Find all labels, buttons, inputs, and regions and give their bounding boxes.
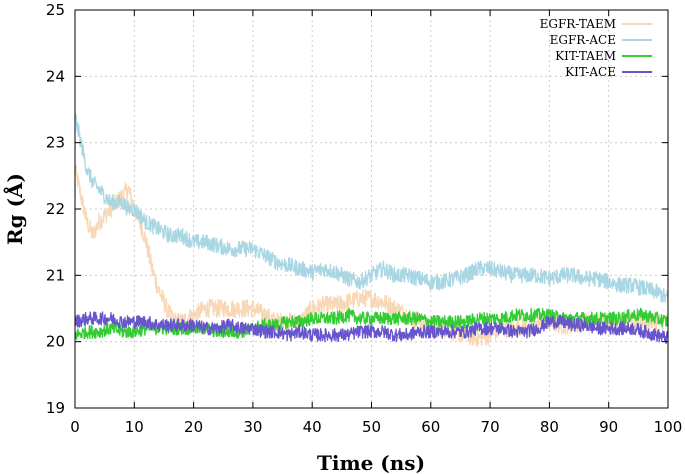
legend-label: EGFR-ACE bbox=[550, 33, 616, 47]
series-line-kit-ace bbox=[74, 311, 669, 344]
y-tick-label: 25 bbox=[46, 1, 65, 19]
grid bbox=[75, 10, 668, 408]
x-tick-label: 60 bbox=[421, 418, 440, 436]
x-tick-label: 90 bbox=[599, 418, 618, 436]
x-axis-title: Time (ns) bbox=[317, 451, 425, 474]
y-tick-label: 22 bbox=[46, 200, 65, 218]
ticks bbox=[74, 9, 669, 409]
y-tick-label: 19 bbox=[46, 399, 65, 417]
x-tick-label: 70 bbox=[481, 418, 500, 436]
x-tick-label: 0 bbox=[70, 418, 80, 436]
legend-label: KIT-TAEM bbox=[555, 49, 616, 63]
x-tick-label: 30 bbox=[243, 418, 262, 436]
y-tick-label: 21 bbox=[46, 266, 65, 284]
legend: EGFR-TAEM EGFR-ACE KIT-TAEM KIT-ACE bbox=[540, 17, 652, 79]
x-tick-label: 10 bbox=[125, 418, 144, 436]
legend-label: EGFR-TAEM bbox=[540, 17, 616, 31]
x-tick-label: 40 bbox=[303, 418, 322, 436]
x-tick-label: 20 bbox=[184, 418, 203, 436]
legend-label: KIT-ACE bbox=[565, 65, 616, 79]
series-line-egfr-ace bbox=[74, 112, 669, 303]
tick-labels: 0 10 20 30 40 50 60 70 80 90 100 19 20 21 22 23 24 25 bbox=[46, 1, 682, 436]
y-tick-label: 24 bbox=[46, 67, 65, 85]
x-tick-label: 50 bbox=[362, 418, 381, 436]
x-tick-label: 100 bbox=[654, 418, 683, 436]
y-tick-label: 20 bbox=[46, 333, 65, 351]
x-tick-label: 80 bbox=[540, 418, 559, 436]
series-line-kit-taem bbox=[74, 307, 669, 340]
y-tick-label: 23 bbox=[46, 134, 65, 152]
y-axis-title: Rg (Å) bbox=[3, 173, 27, 245]
series-layer bbox=[74, 112, 669, 348]
